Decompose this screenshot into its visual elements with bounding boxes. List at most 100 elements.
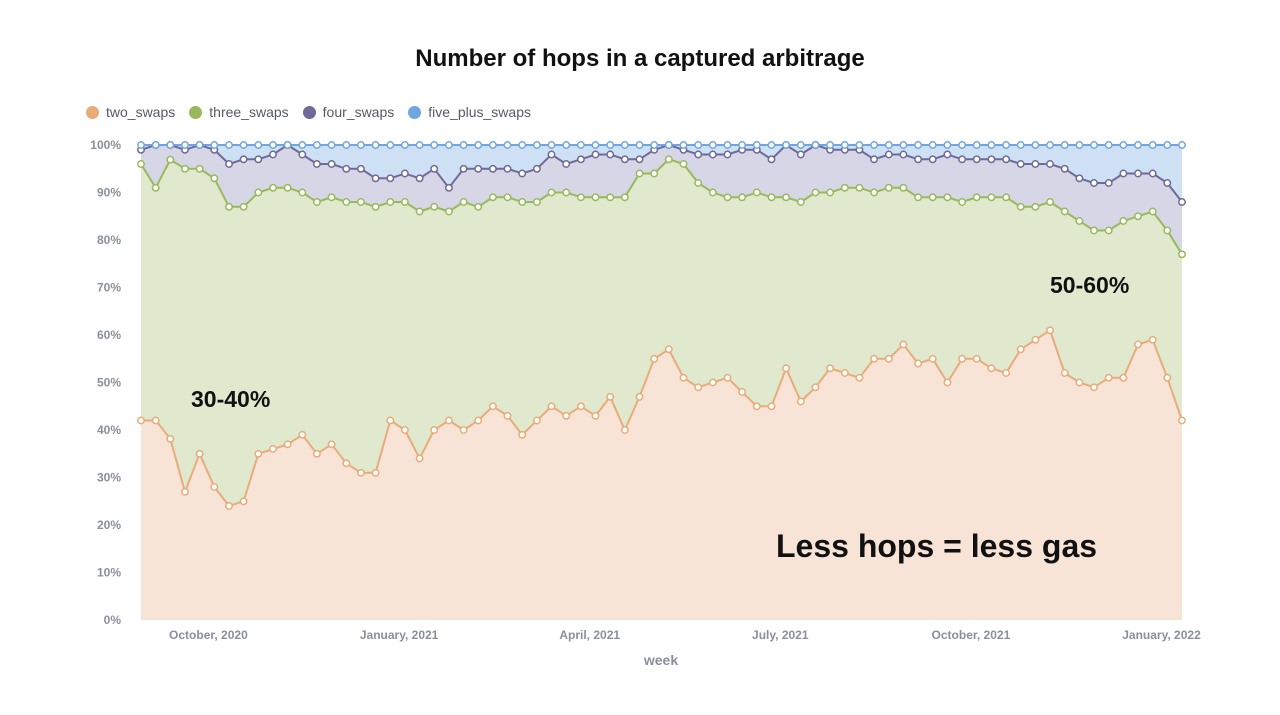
legend-item-three-swaps[interactable]: three_swaps <box>189 104 289 120</box>
point-five_plus_swaps <box>342 141 351 149</box>
point-two_swaps <box>1016 345 1025 354</box>
point-two_swaps <box>694 383 703 392</box>
point-three_swaps <box>1031 202 1040 211</box>
point-two_swaps <box>562 411 571 420</box>
point-five_plus_swaps <box>1016 141 1025 149</box>
point-four_swaps <box>591 150 600 159</box>
point-five_plus_swaps <box>606 141 615 149</box>
point-five_plus_swaps <box>694 141 703 149</box>
point-three_swaps <box>166 155 175 164</box>
point-three_swaps <box>1075 217 1084 225</box>
point-three_swaps <box>488 193 497 202</box>
point-two_swaps <box>239 497 248 506</box>
point-five_plus_swaps <box>782 141 791 149</box>
point-two_swaps <box>972 354 981 363</box>
point-three_swaps <box>371 202 380 211</box>
point-four_swaps <box>474 164 483 173</box>
point-three_swaps <box>972 193 981 202</box>
point-five_plus_swaps <box>1119 141 1128 149</box>
point-five_plus_swaps <box>327 141 336 149</box>
point-two_swaps <box>679 373 688 382</box>
point-five_plus_swaps <box>1090 141 1098 149</box>
point-three_swaps <box>356 198 365 206</box>
point-two_swaps <box>503 411 512 420</box>
point-four_swaps <box>943 150 952 159</box>
point-three_swaps <box>195 164 204 173</box>
point-four_swaps <box>518 169 527 178</box>
point-three_swaps <box>518 198 527 206</box>
point-three_swaps <box>239 202 248 211</box>
point-three_swaps <box>958 198 967 206</box>
y-tick-label: 0% <box>104 613 122 627</box>
point-four_swaps <box>1178 198 1186 206</box>
point-five_plus_swaps <box>1031 141 1040 149</box>
point-four_swaps <box>708 150 717 159</box>
point-three_swaps <box>1104 226 1113 235</box>
point-two_swaps <box>181 487 189 496</box>
x-tick-label: January, 2021 <box>360 628 439 642</box>
point-five_plus_swaps <box>1075 141 1084 149</box>
point-two_swaps <box>488 402 497 411</box>
point-four_swaps <box>298 150 307 159</box>
point-two_swaps <box>723 373 732 382</box>
point-four_swaps <box>430 164 439 173</box>
point-three_swaps <box>738 193 747 202</box>
point-five_plus_swaps <box>503 141 512 149</box>
line-two_swaps <box>141 328 1183 508</box>
point-three_swaps <box>899 183 908 192</box>
legend-dot-icon <box>408 105 422 119</box>
point-five_plus_swaps <box>1002 141 1011 149</box>
legend-item-five-plus-swaps[interactable]: five_plus_swaps <box>408 104 531 120</box>
point-four_swaps <box>987 155 996 164</box>
point-three_swaps <box>576 193 585 202</box>
point-two_swaps <box>327 440 336 449</box>
point-five_plus_swaps <box>210 141 219 149</box>
point-three_swaps <box>855 183 864 192</box>
point-five_plus_swaps <box>444 141 453 149</box>
point-two_swaps <box>254 449 263 458</box>
y-tick-label: 20% <box>97 518 121 532</box>
point-two_swaps <box>1134 340 1142 349</box>
point-three_swaps <box>620 193 629 202</box>
legend-item-four-swaps[interactable]: four_swaps <box>302 104 394 120</box>
point-five_plus_swaps <box>796 141 805 149</box>
point-five_plus_swaps <box>532 141 541 149</box>
point-two_swaps <box>166 434 175 443</box>
point-five_plus_swaps <box>195 141 204 149</box>
point-four_swaps <box>972 155 981 164</box>
point-four_swaps <box>503 164 512 173</box>
point-four_swaps <box>1163 179 1172 187</box>
point-three_swaps <box>1119 217 1128 225</box>
point-two_swaps <box>400 426 409 434</box>
point-two_swaps <box>210 483 219 491</box>
point-five_plus_swaps <box>826 141 835 149</box>
point-two_swaps <box>928 354 937 363</box>
point-four_swaps <box>312 160 321 168</box>
point-five_plus_swaps <box>254 141 263 149</box>
y-tick-label: 50% <box>97 376 121 390</box>
point-five_plus_swaps <box>899 141 908 149</box>
point-three_swaps <box>650 169 659 178</box>
point-three_swaps <box>708 188 717 197</box>
point-three_swaps <box>987 193 996 202</box>
point-two_swaps <box>987 364 996 373</box>
legend-item-two-swaps[interactable]: two_swaps <box>86 104 175 120</box>
point-four_swaps <box>1060 164 1069 173</box>
annotation-left-range: 30-40% <box>191 386 271 412</box>
legend: two_swaps three_swaps four_swaps five_pl… <box>86 103 531 121</box>
point-four_swaps <box>884 150 893 159</box>
point-three_swaps <box>1060 207 1069 216</box>
point-two_swaps <box>342 459 351 468</box>
point-two_swaps <box>137 416 145 425</box>
area-two_swaps <box>141 330 1182 620</box>
point-three_swaps <box>1016 202 1025 211</box>
point-four_swaps <box>342 164 351 173</box>
point-five_plus_swaps <box>855 141 864 149</box>
point-two_swaps <box>430 426 439 434</box>
point-four_swaps <box>488 164 497 173</box>
legend-dot-icon <box>302 105 316 119</box>
point-five_plus_swaps <box>870 141 879 149</box>
point-five_plus_swaps <box>269 141 277 149</box>
point-five_plus_swaps <box>1060 141 1069 149</box>
point-five_plus_swaps <box>738 141 747 149</box>
